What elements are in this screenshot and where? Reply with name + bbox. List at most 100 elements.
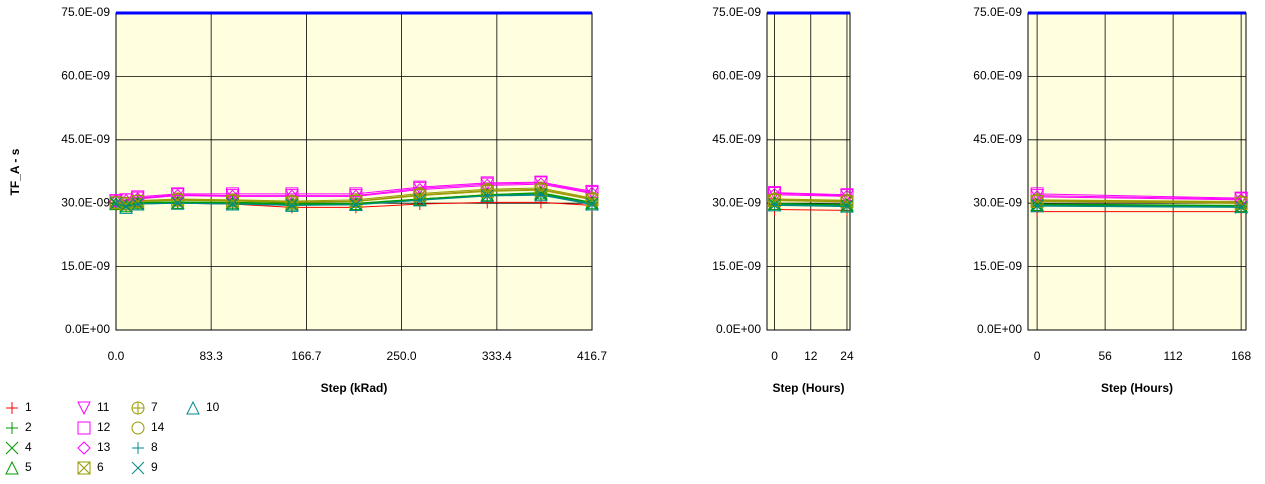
x-tick-label: 0: [1034, 349, 1041, 363]
legend-label: 8: [151, 440, 158, 454]
legend-marker: [5, 441, 19, 455]
x-tick-label: 112: [1164, 349, 1183, 363]
data-point: [534, 188, 548, 202]
x-tick-label: 12: [804, 349, 818, 363]
series-line: [774, 203, 847, 207]
plot-area: [766, 12, 851, 331]
x-tick-label: 166.7: [291, 349, 321, 363]
x-tick-label: 56: [1098, 349, 1112, 363]
legend-label: 7: [151, 400, 158, 414]
data-point: [585, 198, 599, 211]
data-point: [285, 196, 299, 211]
legend-label: 1: [25, 400, 32, 414]
series-line: [774, 199, 847, 202]
y-tick-label: 45.0E-09: [973, 132, 1022, 146]
legend-label: 9: [151, 460, 158, 474]
data-point: [840, 200, 854, 213]
legend-marker: [131, 401, 145, 415]
series-line: [774, 209, 847, 211]
x-tick-label: 83.3: [199, 349, 223, 363]
legend-label: 4: [25, 440, 32, 454]
y-tick-label: 0.0E+00: [977, 322, 1022, 336]
legend-label: 2: [25, 420, 32, 434]
legend-label: 13: [97, 440, 111, 454]
data-point: [1030, 199, 1044, 213]
series-line: [1037, 200, 1242, 203]
series-line: [774, 192, 847, 196]
data-point: [119, 200, 133, 213]
legend-label: 11: [97, 400, 110, 414]
data-point: [109, 196, 123, 210]
legend-marker: [186, 400, 200, 415]
data-point: [480, 184, 494, 198]
y-tick-label: 15.0E-09: [973, 259, 1022, 273]
y-tick-label: 60.0E-09: [712, 69, 761, 83]
data-point: [131, 195, 145, 209]
y-tick-label: 45.0E-09: [712, 132, 761, 146]
y-axis-label: TF_A - s: [8, 148, 22, 195]
y-tick-label: 75.0E-09: [973, 5, 1022, 19]
series-line: [774, 203, 847, 206]
x-axis-label: Step (Hours): [1101, 381, 1173, 395]
legend-marker: [6, 402, 18, 414]
x-tick-label: 250.0: [387, 349, 417, 363]
x-tick-label: 0.0: [108, 349, 125, 363]
legend-label: 10: [206, 400, 220, 414]
series-line: [774, 198, 847, 201]
x-tick-label: 168: [1231, 349, 1251, 363]
data-point: [768, 194, 782, 208]
legend-marker: [131, 461, 145, 475]
series-line: [1037, 196, 1242, 201]
series-line: [774, 200, 847, 203]
y-tick-label: 15.0E-09: [712, 259, 761, 273]
data-point: [170, 195, 185, 209]
series-line: [774, 192, 847, 197]
legend-marker: [77, 401, 91, 416]
legend-label: 6: [97, 460, 104, 474]
data-point: [225, 195, 240, 210]
x-tick-label: 416.7: [577, 349, 607, 363]
data-point: [226, 197, 239, 211]
series-line: [774, 204, 847, 208]
legend-marker: [5, 460, 19, 475]
series-line: [1037, 199, 1242, 203]
x-tick-label: 333.4: [482, 349, 512, 363]
series-line: [1037, 204, 1242, 208]
y-tick-label: 0.0E+00: [65, 322, 110, 336]
data-point: [131, 197, 145, 211]
legend-marker: [6, 422, 18, 434]
data-point: [349, 195, 363, 209]
legend-marker: [77, 461, 91, 475]
y-tick-label: 45.0E-09: [61, 132, 110, 146]
y-tick-label: 60.0E-09: [61, 69, 110, 83]
legend-marker: [77, 441, 91, 455]
y-tick-label: 75.0E-09: [61, 5, 110, 19]
data-point: [130, 195, 145, 210]
legend-marker: [77, 421, 91, 435]
data-point: [1234, 192, 1248, 207]
y-tick-label: 30.0E-09: [712, 195, 761, 209]
plot-area: [115, 12, 593, 331]
series-line: [1037, 195, 1242, 200]
y-tick-label: 0.0E+00: [716, 322, 761, 336]
x-axis-label: Step (Hours): [773, 381, 845, 395]
data-point: [840, 195, 854, 209]
data-point: [413, 193, 427, 207]
series-line: [1037, 193, 1242, 199]
y-tick-label: 30.0E-09: [973, 195, 1022, 209]
plot-area: [1027, 12, 1247, 331]
legend-marker: [132, 442, 144, 454]
legend-marker: [131, 421, 145, 435]
data-point: [349, 196, 363, 211]
x-tick-label: 24: [840, 349, 854, 363]
series-line: [1037, 203, 1242, 207]
data-point: [171, 193, 185, 207]
series-line: [774, 194, 847, 197]
data-point: [1030, 195, 1044, 209]
data-point: [285, 198, 299, 212]
series-line: [1037, 201, 1242, 204]
data-point: [768, 198, 781, 212]
x-axis-label: Step (kRad): [321, 381, 388, 395]
